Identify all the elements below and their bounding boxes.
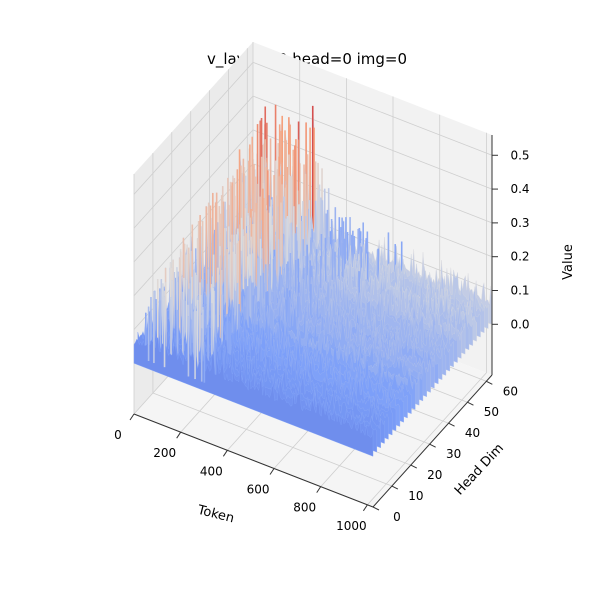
z-tick-label: 0.0: [510, 317, 529, 331]
tick-labels: 0 200 400 600 800 1000 0 10 20 30 40 50 60 0.0 0.1 0.2 0…: [114, 148, 529, 533]
z-tick-label: 0.2: [510, 250, 529, 264]
surface-ridge: [145, 280, 385, 444]
y-tick: [391, 485, 399, 490]
grid-line-y: [152, 153, 393, 487]
x-tick: [316, 486, 322, 493]
y-axis-line: [372, 374, 493, 508]
x-axis-label: Token: [195, 503, 236, 527]
y-tick: [448, 422, 455, 427]
x-tick: [222, 450, 228, 457]
y-tick-label: 30: [446, 447, 461, 461]
grid-line-z: [133, 61, 493, 195]
y-tick-label: 0: [393, 510, 401, 524]
x-tick: [129, 413, 135, 421]
z-tick-label: 0.1: [510, 283, 529, 297]
x-tick-label: 800: [293, 501, 316, 515]
surface-ridge: [133, 296, 374, 457]
grid-line-x: [367, 132, 487, 506]
x-tick-label: 0: [114, 428, 122, 442]
z-tick-label: 0.3: [510, 216, 529, 230]
y-tick: [372, 506, 380, 511]
x-tick-label: 1000: [336, 519, 367, 533]
surface-plot: [133, 104, 493, 457]
x-tick-label: 200: [153, 446, 176, 460]
y-tick-label: 60: [503, 384, 518, 398]
x-tick: [176, 431, 182, 439]
x-axis-line: [133, 413, 374, 508]
y-tick: [429, 443, 436, 448]
grid-line-z: [133, 129, 493, 263]
x-tick: [269, 468, 275, 475]
axis-lines: [133, 135, 493, 508]
y-tick: [467, 401, 474, 406]
grid-line-z: [133, 95, 493, 229]
y-tick: [486, 380, 493, 385]
x-tick-label: 600: [247, 482, 270, 496]
z-tick-label: 0.5: [510, 148, 529, 162]
z-axis-label: Value: [561, 244, 576, 280]
y-tick: [410, 464, 418, 469]
y-tick-label: 20: [427, 468, 442, 482]
z-tick-label: 0.4: [510, 182, 529, 196]
x-tick-label: 400: [200, 464, 223, 478]
y-tick-label: 10: [408, 489, 423, 503]
x-tick: [362, 504, 368, 512]
y-tick-label: 40: [465, 426, 480, 440]
y-tick-label: 50: [484, 405, 499, 419]
